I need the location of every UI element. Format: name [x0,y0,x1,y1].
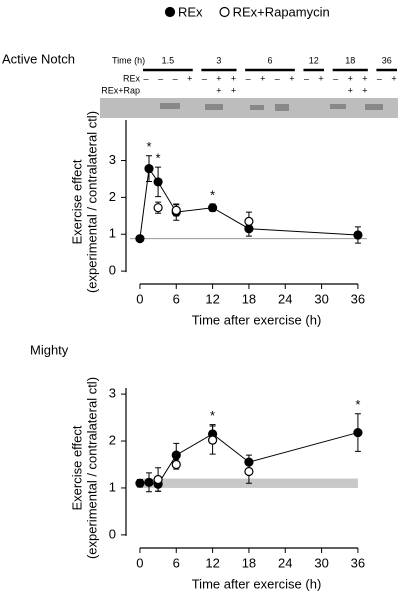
significance-star: * [210,408,215,423]
y-axis-label: (experimental / contralateral ctl) [84,111,99,293]
data-point [244,216,254,226]
x-tick-label: 30 [314,555,328,570]
x-tick-label: 24 [278,291,292,306]
blot-sign: + [348,73,353,83]
x-tick-label: 30 [314,291,328,306]
data-point [244,466,254,477]
data-point [207,435,218,445]
y-tick-label: 1 [109,479,116,494]
x-tick-label: 0 [136,555,143,570]
blot-sign: – [275,73,280,83]
blot-time: 12 [309,55,319,65]
y-tick-label: 2 [109,432,116,447]
blot-sign: + [289,73,294,83]
blot-time: 3 [216,55,221,65]
y-tick-label: 3 [109,386,116,401]
blot-sign: – [246,73,251,83]
y-axis-label: Exercise effect [69,425,84,510]
blot-sign: + [348,85,353,95]
data-point [171,450,181,460]
blot-time: 1.5 [162,55,175,65]
blot-row-label: REx+Rap [101,85,140,95]
data-point [135,234,145,244]
significance-star: * [156,151,161,166]
x-tick-label: 36 [351,291,365,306]
x-tick-label: 12 [205,291,219,306]
y-axis-label: (experimental / contralateral ctl) [84,377,99,559]
x-tick-label: 6 [173,291,180,306]
legend-marker [164,6,176,18]
x-tick-label: 18 [242,291,256,306]
blot-sign: – [333,73,338,83]
x-tick-label: 36 [351,555,365,570]
data-point [171,459,181,470]
blot-sign: + [231,73,236,83]
y-tick-label: 3 [109,152,116,167]
legend-label: REx [178,4,203,19]
y-axis-label: Exercise effect [69,159,84,244]
data-point [353,230,363,240]
blot-time: 6 [267,55,272,65]
data-point [207,203,218,213]
blot-sign: – [377,73,382,83]
x-tick-label: 0 [136,291,143,306]
x-tick-label: 6 [173,555,180,570]
panel-title: Active Notch [2,51,75,66]
blot-sign: – [143,73,148,83]
data-point [153,474,163,485]
blot-sign: + [216,85,221,95]
blot-image [100,98,398,118]
x-tick-label: 12 [205,555,219,570]
blot-sign: – [304,73,309,83]
significance-star: * [210,187,215,202]
blot-sign: + [362,85,367,95]
data-point [353,427,363,438]
blot-row-label: REx [123,73,141,83]
y-tick-label: 0 [109,526,116,541]
blot-sign: + [187,73,192,83]
data-point [144,164,154,174]
legend-marker [219,6,230,18]
y-tick-label: 2 [109,189,116,204]
panel-title: Mighty [30,342,69,357]
blot-bands [160,103,383,111]
data-point [135,478,145,488]
y-tick-label: 1 [109,226,116,241]
blot-sign: + [362,73,367,83]
x-tick-label: 18 [242,555,256,570]
data-point [171,205,181,215]
blot-sign: + [231,85,236,95]
blot-sign: + [216,73,221,83]
blot-sign: – [202,73,207,83]
blot-sign: – [158,73,163,83]
x-axis-label: Time after exercise (h) [192,312,322,327]
blot-sign: – [173,73,178,83]
blot-sign: + [260,73,265,83]
data-point [153,177,163,187]
blot-time: 18 [345,55,355,65]
x-tick-label: 24 [278,555,292,570]
legend-label: REx+Rapamycin [233,4,330,19]
blot-sign: + [318,73,323,83]
y-tick-label: 0 [109,263,116,278]
blot-sign: + [391,73,396,83]
blot-time-label: Time (h) [112,55,145,65]
significance-star: * [146,139,151,154]
x-axis-label: Time after exercise (h) [192,576,322,591]
significance-star: * [355,397,360,412]
data-point [144,477,154,487]
data-point [153,203,163,213]
blot-time: 36 [382,55,392,65]
